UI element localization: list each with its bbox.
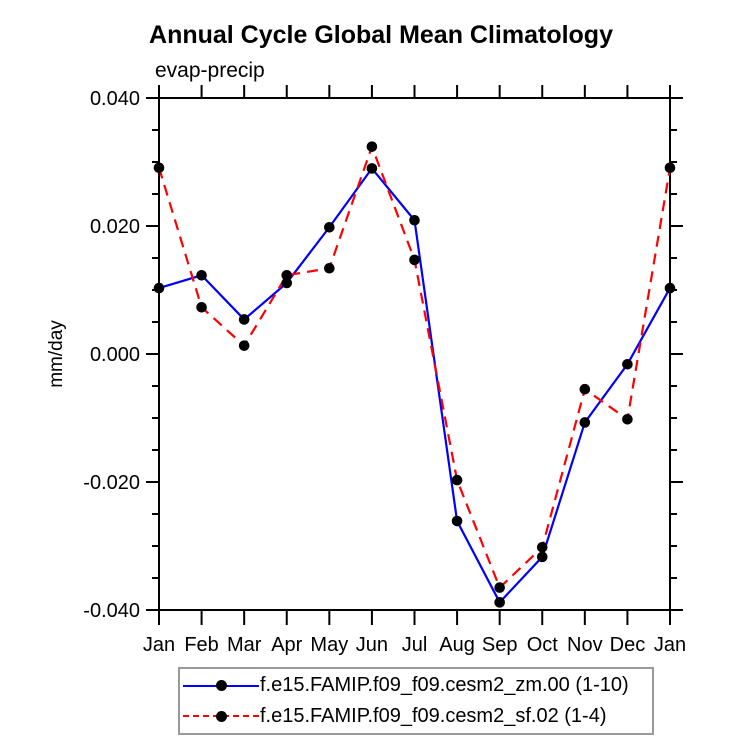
- data-point-marker: [579, 383, 591, 395]
- x-tick-label: Dec: [610, 634, 646, 656]
- legend-item-series-1: f.e15.FAMIP.f09_f09.cesm2_zm.00 (1-10): [180, 672, 652, 700]
- data-point-marker: [664, 282, 676, 294]
- data-point-marker: [409, 214, 420, 226]
- series-line-dashed: [157, 143, 672, 590]
- y-tick-label: 0.040: [90, 88, 140, 110]
- legend-marker-dot-icon: [215, 680, 227, 692]
- data-point-marker: [409, 254, 420, 266]
- data-point-marker: [622, 358, 633, 370]
- data-point-marker: [451, 474, 463, 486]
- data-point-marker: [622, 413, 633, 425]
- data-point-marker: [451, 515, 463, 527]
- data-point-marker: [153, 162, 165, 174]
- y-tick-label: 0.000: [90, 344, 140, 366]
- x-tick-label: Sep: [482, 634, 518, 656]
- y-tick-label: 0.020: [90, 216, 140, 238]
- legend-line-sample-solid: [183, 679, 259, 693]
- legend-line-sample-dashed: [183, 709, 259, 723]
- data-point-marker: [536, 541, 548, 553]
- data-point-marker: [579, 417, 591, 428]
- y-tick-label: -0.020: [83, 472, 140, 494]
- x-tick-label: Oct: [527, 634, 559, 656]
- legend-box: f.e15.FAMIP.f09_f09.cesm2_zm.00 (1-10) f…: [178, 667, 654, 735]
- data-point-marker: [366, 163, 378, 174]
- data-point-marker: [494, 597, 505, 608]
- plot-frame: [158, 97, 671, 611]
- legend-label-series-1: f.e15.FAMIP.f09_f09.cesm2_zm.00 (1-10): [260, 674, 629, 697]
- data-point-marker: [494, 582, 505, 593]
- chart-title: Annual Cycle Global Mean Climatology: [149, 21, 613, 49]
- data-point-marker: [664, 162, 676, 174]
- data-point-marker: [281, 269, 293, 281]
- data-point-marker: [536, 551, 548, 563]
- x-tick-label: Mar: [227, 634, 262, 656]
- x-tick-label: Jan: [654, 634, 686, 656]
- x-tick-label: Jun: [356, 634, 388, 656]
- data-point-marker: [238, 314, 250, 325]
- x-tick-label: Aug: [439, 634, 475, 656]
- data-point-marker: [366, 141, 378, 152]
- x-tick-label: Jan: [143, 634, 175, 656]
- data-point-marker: [324, 262, 335, 274]
- data-point-marker: [324, 221, 335, 233]
- series-line-solid: [158, 166, 671, 605]
- x-tick-label: Apr: [271, 634, 302, 656]
- legend-marker-dot-icon: [215, 710, 227, 722]
- data-point-marker: [153, 282, 165, 294]
- data-point-marker: [238, 340, 250, 351]
- x-tick-label: May: [310, 634, 348, 656]
- data-point-marker: [196, 269, 207, 281]
- x-tick-label: Nov: [567, 634, 603, 656]
- legend-item-series-2: f.e15.FAMIP.f09_f09.cesm2_sf.02 (1-4): [180, 702, 652, 730]
- data-point-marker: [196, 301, 207, 313]
- y-tick-label: -0.040: [83, 600, 140, 622]
- x-tick-label: Jul: [402, 634, 428, 656]
- chart-subtitle: evap-precip: [155, 59, 265, 82]
- legend-label-series-2: f.e15.FAMIP.f09_f09.cesm2_sf.02 (1-4): [260, 704, 607, 727]
- data-point-marker: [281, 277, 293, 289]
- x-tick-label: Feb: [184, 634, 218, 656]
